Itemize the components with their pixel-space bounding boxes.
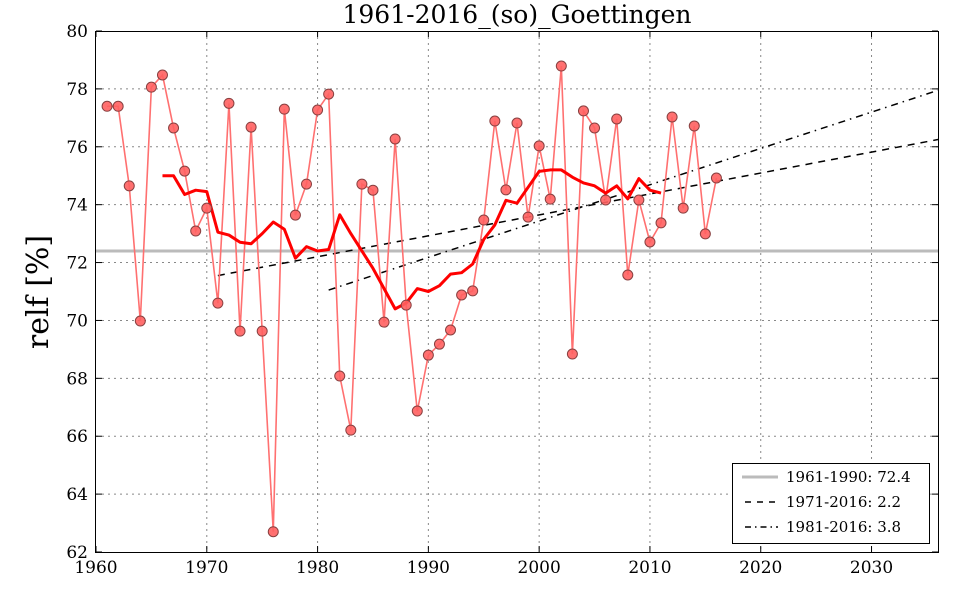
legend-label-trend-1971: 1971-2016: 2.2 <box>786 493 901 511</box>
data-point <box>533 140 545 152</box>
data-point <box>101 100 113 112</box>
y-tick-label: 76 <box>66 138 88 158</box>
data-point <box>145 81 157 93</box>
data-point <box>666 111 678 123</box>
data-point <box>278 103 290 115</box>
x-tick-label: 2020 <box>739 558 782 578</box>
data-point <box>710 172 722 184</box>
data-point <box>234 325 246 337</box>
data-point <box>577 105 589 117</box>
data-point <box>644 236 656 248</box>
data-point <box>566 348 578 360</box>
y-tick-label: 78 <box>66 80 88 100</box>
y-tick-label: 68 <box>66 369 88 389</box>
data-point <box>633 194 645 206</box>
data-point <box>367 184 379 196</box>
data-point <box>168 122 180 134</box>
data-point <box>134 315 146 327</box>
data-point <box>589 122 601 134</box>
data-point <box>500 184 512 196</box>
data-point <box>245 121 257 133</box>
data-point <box>467 285 479 297</box>
plot-area <box>96 60 939 538</box>
data-point <box>611 113 623 125</box>
data-point <box>112 100 124 112</box>
x-tick-label: 2010 <box>628 558 671 578</box>
data-point <box>301 178 312 190</box>
y-tick-label: 72 <box>66 254 88 274</box>
data-point <box>555 60 567 72</box>
data-point <box>456 289 468 301</box>
plot-frame <box>95 31 939 553</box>
x-tick-label: 2030 <box>850 558 893 578</box>
y-tick-label: 70 <box>66 311 88 331</box>
x-tick-label: 1980 <box>296 558 339 578</box>
x-tick-label: 1990 <box>407 558 450 578</box>
y-tick-label: 80 <box>66 22 88 42</box>
data-point <box>489 115 501 127</box>
data-point <box>201 202 213 214</box>
data-point <box>223 97 235 109</box>
data-point <box>267 526 279 538</box>
data-point <box>356 178 368 190</box>
data-point <box>334 370 346 382</box>
annual-values-line <box>107 65 718 532</box>
data-point <box>345 424 357 436</box>
legend-label-mean: 1961-1990: 72.4 <box>786 468 911 486</box>
data-point <box>289 209 301 221</box>
data-point <box>190 225 202 237</box>
trend-line-1971-2016 <box>217 138 939 277</box>
data-point <box>389 133 401 145</box>
data-point <box>600 194 612 206</box>
data-point <box>411 405 423 417</box>
chart-title: 1961-2016_(so)_Goettingen <box>343 0 692 29</box>
data-point <box>212 297 224 309</box>
data-point <box>544 193 556 205</box>
axis-ticks: 1960 1970 1980 1990 2000 2010 2020 2030 62 64 66 68… <box>66 22 938 578</box>
data-point <box>123 180 135 192</box>
data-point <box>622 269 634 281</box>
data-point <box>677 202 689 214</box>
legend-label-trend-1981: 1981-2016: 3.8 <box>786 518 901 536</box>
data-point <box>478 214 490 226</box>
y-tick-label: 64 <box>66 485 88 505</box>
y-tick-label: 66 <box>66 427 88 447</box>
data-point <box>422 349 434 361</box>
data-point <box>688 120 700 132</box>
x-tick-label: 2000 <box>518 558 561 578</box>
x-tick-label: 1970 <box>185 558 228 578</box>
x-tick-label: 1960 <box>74 558 117 578</box>
y-axis-label: relf [%] <box>21 235 56 349</box>
data-point <box>511 117 523 129</box>
legend: 1961-1990: 72.4 1971-2016: 2.2 1981-2016… <box>732 463 930 544</box>
data-point <box>378 316 390 328</box>
y-tick-label: 74 <box>66 196 88 216</box>
data-point <box>256 325 268 337</box>
data-point <box>179 165 191 177</box>
data-point <box>433 338 445 350</box>
data-point <box>445 324 457 336</box>
data-point <box>312 104 324 116</box>
data-point <box>522 211 534 223</box>
data-point <box>655 217 667 229</box>
running-mean-line <box>162 168 662 311</box>
y-tick-label: 62 <box>66 543 88 563</box>
data-point <box>699 228 711 240</box>
data-point <box>400 299 412 311</box>
data-point <box>156 69 168 81</box>
data-point <box>323 88 335 100</box>
